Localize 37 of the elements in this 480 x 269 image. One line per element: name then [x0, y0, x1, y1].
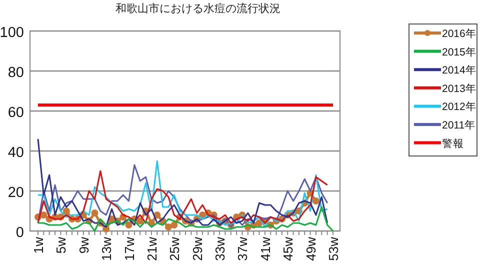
- legend-label: 2013年: [442, 82, 476, 95]
- point: [312, 198, 320, 204]
- x-tick-label: 9w: [76, 236, 92, 254]
- point: [125, 222, 132, 228]
- line-series: [37, 206, 334, 232]
- point: [62, 208, 70, 214]
- legend-label: 警報: [442, 138, 464, 150]
- x-tick-label: 13w: [99, 236, 114, 261]
- legend-label: 2016年: [442, 28, 476, 40]
- x-tick-label: 5w: [54, 236, 69, 254]
- point: [91, 210, 98, 216]
- y-tick-label: 20: [8, 185, 24, 201]
- y-tick-label: 40: [8, 145, 24, 161]
- point: [164, 224, 172, 230]
- x-tick-label: 17w: [122, 236, 137, 261]
- point: [136, 218, 144, 224]
- x-tick-label: 29w: [190, 236, 205, 261]
- chart-title: 和歌山市における水痘の流行状況: [116, 2, 280, 15]
- x-tick-label: 37w: [235, 236, 250, 261]
- legend-label: 2011年: [442, 120, 476, 132]
- y-tick-label: 80: [8, 65, 24, 81]
- y-tick-label: 60: [8, 105, 24, 121]
- y-tick-label: 0: [16, 225, 24, 241]
- point: [170, 222, 178, 228]
- x-tick-label: 41w: [258, 236, 273, 261]
- x-tick-label: 21w: [144, 236, 160, 261]
- x-tick-label: 1w: [31, 236, 46, 254]
- y-tick-label: 100: [0, 25, 24, 41]
- legend-label: 2015年: [442, 46, 476, 58]
- x-tick-label: 53w: [326, 236, 341, 261]
- x-tick-label: 33w: [212, 236, 228, 261]
- point: [40, 212, 48, 218]
- x-tick-label: 49w: [303, 236, 318, 261]
- legend-label: 2012年: [442, 101, 476, 114]
- x-tick-label: 25w: [167, 236, 182, 261]
- legend-label: 2014年: [442, 64, 476, 77]
- x-tick-label: 45w: [280, 236, 296, 261]
